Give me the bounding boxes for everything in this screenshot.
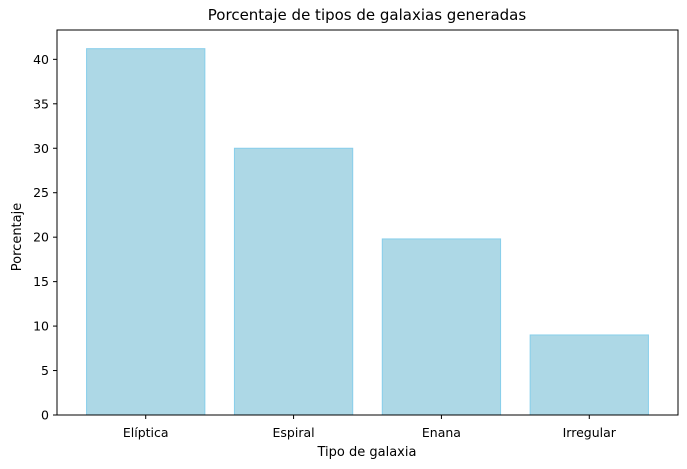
y-tick-label: 35 bbox=[33, 96, 49, 111]
bars-group bbox=[86, 48, 649, 416]
bar-0 bbox=[86, 48, 206, 416]
y-tick-label: 10 bbox=[33, 319, 49, 334]
y-tick-label: 0 bbox=[41, 408, 49, 423]
bar-2 bbox=[381, 238, 502, 416]
y-tick-label: 30 bbox=[33, 141, 49, 156]
y-tick-label: 5 bbox=[41, 363, 49, 378]
bar-1 bbox=[233, 147, 354, 416]
y-axis-label: Porcentaje bbox=[10, 203, 25, 271]
plot-frame bbox=[56, 29, 679, 416]
x-tick-label: Elíptica bbox=[123, 425, 169, 440]
chart-title: Porcentaje de tipos de galaxias generada… bbox=[208, 6, 527, 24]
y-axis-ticks: 0 5 10 15 20 25 30 35 40 bbox=[33, 52, 57, 423]
x-axis-label: Tipo de galaxia bbox=[317, 445, 417, 460]
x-axis-ticks: Elíptica Espiral Enana Irregular bbox=[123, 415, 617, 440]
y-tick-label: 20 bbox=[33, 230, 49, 245]
y-tick-label: 15 bbox=[33, 274, 49, 289]
y-tick-label: 40 bbox=[33, 52, 49, 67]
y-tick-label: 25 bbox=[33, 185, 49, 200]
x-tick-label: Irregular bbox=[563, 425, 617, 440]
x-tick-label: Enana bbox=[422, 425, 461, 440]
x-tick-label: Espiral bbox=[273, 425, 315, 440]
bar-3 bbox=[529, 334, 649, 416]
